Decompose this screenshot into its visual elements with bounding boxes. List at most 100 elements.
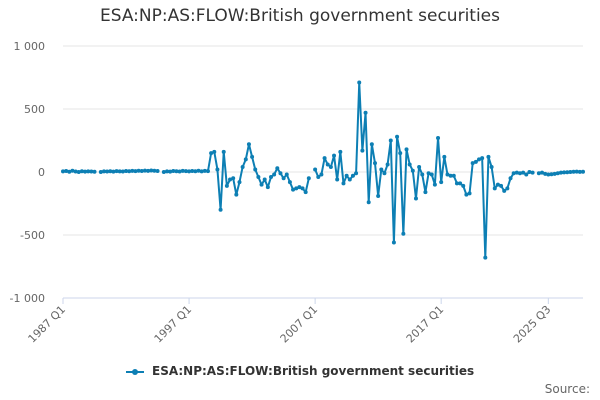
data-point — [495, 182, 500, 187]
data-point — [382, 171, 387, 176]
data-point — [231, 176, 236, 181]
data-point — [101, 169, 106, 174]
data-point — [281, 176, 286, 181]
data-point — [530, 170, 535, 175]
x-tick-label: 2025 Q3 — [511, 303, 554, 346]
data-point — [180, 168, 185, 173]
x-tick-label: 2007 Q1 — [278, 303, 321, 346]
data-point — [508, 176, 513, 181]
data-point — [332, 153, 337, 158]
data-point — [521, 170, 526, 175]
data-point — [73, 169, 78, 174]
data-point — [146, 168, 151, 173]
data-point — [70, 168, 75, 173]
data-point — [581, 169, 585, 174]
data-point — [511, 171, 516, 176]
data-point — [401, 231, 406, 236]
data-point — [328, 164, 333, 169]
data-point — [111, 169, 116, 174]
y-tick-label: 0 — [38, 166, 45, 179]
data-point — [161, 170, 166, 174]
data-point — [117, 169, 122, 174]
x-axis-labels: 1987 Q1 1997 Q1 2007 Q1 2017 Q1 2025 Q3 — [26, 303, 554, 346]
data-point — [86, 169, 91, 174]
data-point — [130, 168, 135, 173]
data-point — [205, 169, 210, 174]
data-point — [536, 171, 541, 176]
data-point — [360, 148, 365, 153]
data-point — [212, 149, 217, 154]
data-point — [165, 169, 169, 174]
series-line — [163, 143, 310, 211]
data-point — [366, 200, 371, 205]
data-point — [228, 177, 233, 182]
data-point — [426, 171, 431, 176]
data-point — [76, 170, 81, 174]
data-point — [448, 173, 453, 178]
data-point — [388, 138, 393, 143]
data-point — [262, 177, 267, 182]
data-point — [369, 142, 374, 147]
data-point — [316, 175, 321, 180]
data-point — [552, 171, 557, 176]
data-point — [114, 169, 119, 174]
series-line — [314, 81, 533, 259]
data-point — [250, 154, 255, 159]
data-point — [199, 169, 204, 174]
data-point — [108, 169, 113, 174]
data-point — [291, 187, 296, 192]
credits-text[interactable]: Source: — [544, 382, 590, 396]
data-point — [568, 170, 573, 174]
data-point — [269, 175, 273, 180]
y-tick-label: -500 — [20, 229, 45, 242]
data-point — [171, 168, 176, 173]
data-point — [376, 193, 381, 198]
data-point — [398, 151, 403, 156]
x-tick-label: 1997 Q1 — [152, 303, 195, 346]
data-point — [237, 180, 242, 185]
data-point — [303, 190, 308, 195]
data-point — [379, 167, 384, 172]
data-point — [89, 169, 94, 174]
data-point — [505, 186, 510, 191]
data-point — [193, 169, 198, 174]
data-point — [133, 169, 138, 174]
data-point — [486, 154, 491, 159]
data-point — [174, 169, 179, 174]
data-point — [439, 180, 444, 185]
data-point — [470, 161, 475, 166]
data-point — [577, 169, 582, 174]
data-point — [155, 168, 160, 173]
data-point — [458, 181, 463, 186]
data-point — [464, 192, 469, 197]
data-point — [549, 172, 554, 177]
data-point — [565, 170, 570, 175]
data-point — [423, 190, 428, 195]
data-point — [354, 171, 359, 176]
data-point — [558, 170, 563, 175]
data-point — [120, 169, 125, 174]
y-axis-labels: 1 000 500 0 -500 -1 000 — [10, 40, 45, 305]
data-point — [224, 183, 229, 188]
data-point — [404, 147, 409, 152]
data-point — [445, 172, 450, 177]
data-point — [259, 182, 264, 187]
data-point — [429, 172, 434, 177]
y-tick-label: 500 — [24, 103, 45, 116]
data-point — [190, 168, 195, 173]
data-point — [363, 110, 368, 115]
data-point — [385, 162, 390, 167]
legend[interactable]: ESA:NP:AS:FLOW:British government securi… — [0, 364, 600, 378]
series-group — [61, 80, 585, 260]
y-tick-label: -1 000 — [10, 292, 45, 305]
legend-label: ESA:NP:AS:FLOW:British government securi… — [152, 364, 475, 378]
data-point — [253, 167, 258, 172]
data-point — [357, 80, 362, 85]
data-point — [215, 167, 220, 172]
data-point — [177, 169, 182, 174]
data-point — [142, 168, 147, 173]
data-point — [313, 167, 318, 172]
data-point — [256, 175, 261, 180]
data-point — [168, 169, 173, 174]
data-point — [183, 169, 188, 174]
